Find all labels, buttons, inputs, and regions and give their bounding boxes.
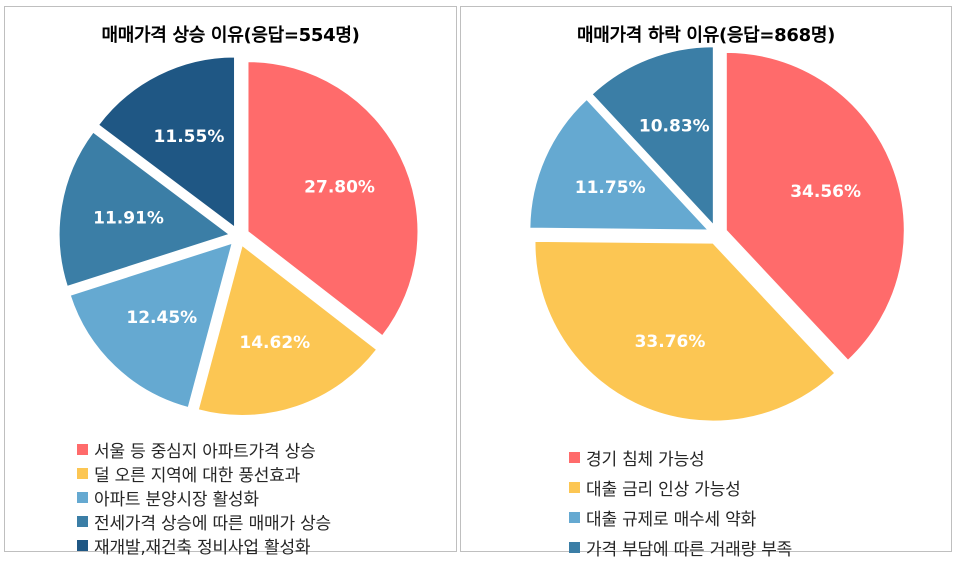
- legend-label: 서울 등 중심지 아파트가격 상승: [94, 441, 316, 462]
- legend-item: 가격 부담에 따른 거래량 부족: [569, 532, 792, 562]
- legend-item: 경기 침체 가능성: [569, 442, 792, 472]
- legend-swatch: [77, 491, 88, 503]
- legend-swatch: [77, 443, 88, 455]
- legend-label: 재개발,재건축 정비사업 활성화: [94, 537, 311, 558]
- legend-label: 대출 금리 인상 가능성: [586, 479, 741, 500]
- data-label: 14.62%: [239, 333, 310, 353]
- legend-label: 가격 부담에 따른 거래량 부족: [586, 539, 793, 560]
- legend-label: 대출 규제로 매수세 약화: [586, 509, 757, 530]
- legend-swatch: [77, 515, 88, 527]
- legend-item: 서울 등 중심지 아파트가격 상승: [77, 437, 331, 462]
- pie-slice: [529, 98, 710, 231]
- legend-item: 덜 오른 지역에 대한 풍선효과: [77, 461, 331, 486]
- pie-slice: [725, 51, 905, 361]
- data-label: 34.56%: [790, 182, 861, 202]
- pie-slice: [247, 61, 419, 337]
- data-label: 12.45%: [126, 308, 197, 328]
- legend-swatch: [77, 467, 88, 479]
- data-label: 10.83%: [639, 116, 710, 136]
- legend-label: 경기 침체 가능성: [586, 449, 705, 470]
- legend-item: 대출 금리 인상 가능성: [569, 472, 792, 502]
- legend-swatch: [569, 481, 580, 493]
- chart-title: 매매가격 하락 이유(응답=868명): [576, 25, 836, 46]
- pie-slice: [591, 46, 714, 226]
- data-label: 33.76%: [635, 332, 706, 352]
- pie-chart-price-rise: 27.80% 14.62% 12.45% 11.91% 11.55%: [58, 56, 419, 416]
- chart-panel-price-fall: 매매가격 하락 이유(응답=868명) 34.56% 33.76% 11.75% 10…: [460, 6, 952, 560]
- legend-swatch: [569, 451, 580, 463]
- chart-panel-price-rise: 매매가격 상승 이유(응답=554명) 27.80% 14.62% 12.45% 11…: [4, 6, 457, 558]
- pie-slice: [197, 244, 378, 416]
- pie-slice: [69, 242, 233, 409]
- legend-item: 대출 규제로 매수세 약화: [569, 502, 792, 532]
- pie-slice: [97, 56, 236, 229]
- data-label: 27.80%: [304, 178, 375, 198]
- pie-chart-price-fall: 34.56% 33.76% 11.75% 10.83%: [529, 46, 905, 422]
- data-label: 11.91%: [93, 208, 164, 228]
- pie-slice: [534, 240, 836, 422]
- legend-label: 덜 오른 지역에 대한 풍선효과: [94, 465, 301, 486]
- data-label: 11.55%: [154, 127, 225, 147]
- legend-swatch: [569, 541, 580, 553]
- legend-label: 전세가격 상승에 따른 매매가 상승: [94, 513, 331, 534]
- legend-swatch: [77, 539, 88, 551]
- legend-item: 전세가격 상승에 따른 매매가 상승: [77, 509, 331, 534]
- legend-item: 아파트 분양시장 활성화: [77, 485, 331, 510]
- pie-slice: [58, 131, 231, 287]
- chart-title: 매매가격 상승 이유(응답=554명): [101, 25, 360, 46]
- legend-label: 아파트 분양시장 활성화: [94, 489, 259, 510]
- legend-swatch: [569, 511, 580, 523]
- data-label: 11.75%: [575, 178, 646, 198]
- legend-item: 재개발,재건축 정비사업 활성화: [77, 533, 331, 558]
